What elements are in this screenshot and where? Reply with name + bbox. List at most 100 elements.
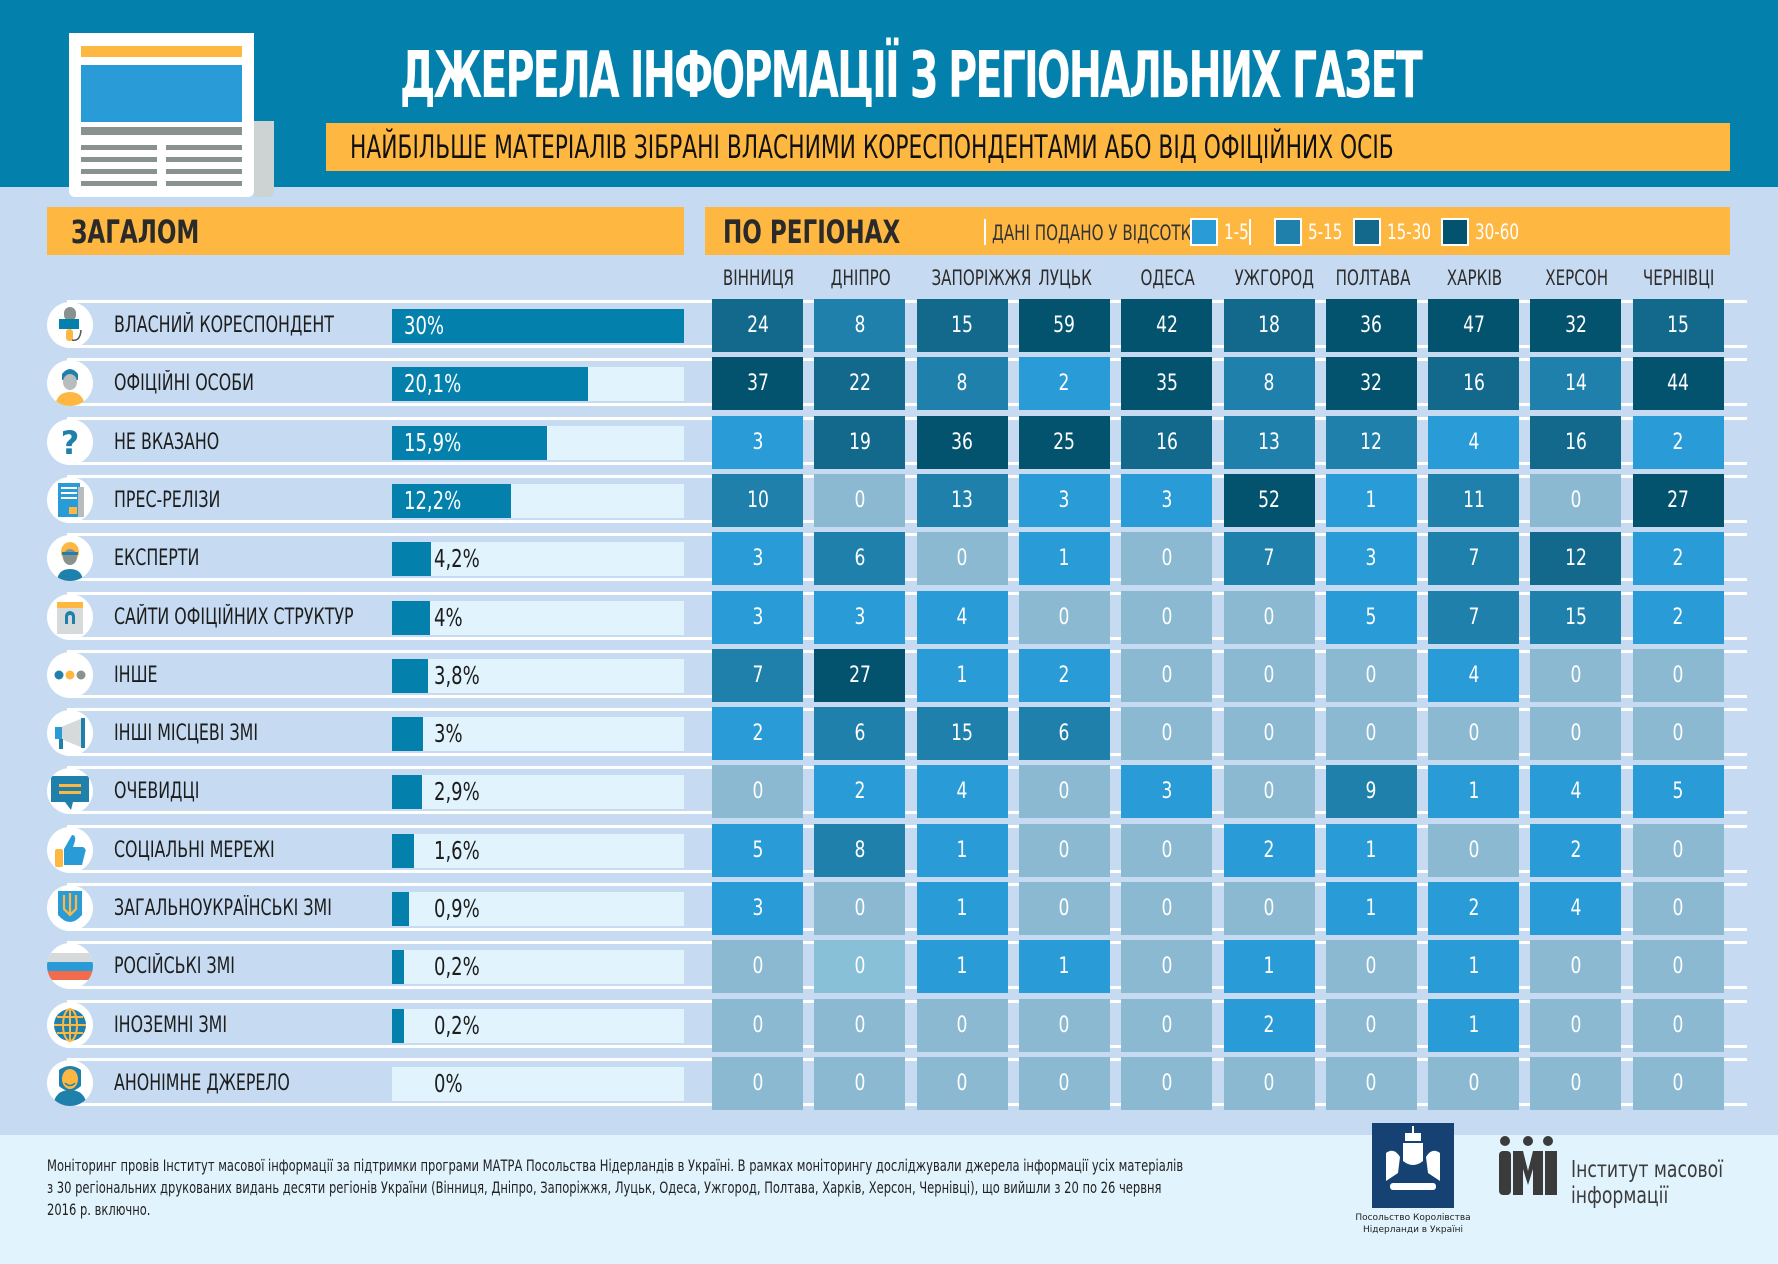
heatmap-cell: 0: [1632, 882, 1724, 935]
cell-value: 0: [854, 1012, 866, 1038]
cell-value: 3: [752, 429, 763, 455]
region-header-label: ЛУЦЬК: [1038, 266, 1092, 290]
megaphone-icon: [47, 710, 93, 757]
heatmap-cell: 1: [1325, 823, 1417, 877]
heatmap-cell: 0: [1121, 590, 1213, 644]
cell-value: 1: [1365, 487, 1377, 513]
heatmap-cell: 4: [1530, 765, 1622, 819]
heatmap-cell: 5: [712, 823, 803, 877]
cell-value: 0: [1570, 487, 1582, 513]
cell-value: 5: [1365, 604, 1377, 630]
bar-value-label: 0,9%: [434, 894, 480, 923]
legend-label: 15-30: [1387, 220, 1431, 244]
cell-value: 11: [1462, 487, 1485, 513]
heatmap-cell: 0: [1121, 940, 1213, 994]
cell-value: 13: [1258, 429, 1280, 455]
region-header-label: УЖГОРОД: [1233, 266, 1314, 290]
cell-value: 0: [1365, 1012, 1377, 1038]
heatmap-cell: 19: [814, 415, 906, 469]
region-header: ДНІПРО: [809, 266, 911, 290]
heatmap-cell: 52: [1223, 473, 1315, 527]
cell-value: 0: [1672, 1070, 1684, 1096]
heatmap-cell: 0: [1121, 648, 1213, 702]
heatmap-cell: 8: [814, 823, 906, 877]
cell-value: 0: [1672, 954, 1684, 980]
heatmap-cell: 0: [1530, 648, 1622, 702]
heatmap-cell: 35: [1121, 357, 1213, 411]
cell-value: 3: [752, 604, 763, 630]
cell-value: 36: [951, 429, 974, 455]
heatmap-cell: 4: [1428, 415, 1520, 469]
cell-value: 2: [1058, 662, 1070, 688]
heatmap-cell: 0: [1121, 998, 1213, 1052]
cell-value: 0: [1161, 837, 1173, 863]
cell-value: 0: [1570, 1012, 1582, 1038]
bar-fill: [392, 658, 429, 693]
source-label: РОСІЙСЬКІ ЗМІ: [114, 954, 235, 980]
heatmap-cell: 0: [1632, 998, 1724, 1052]
heatmap-cell: 0: [916, 998, 1008, 1052]
heatmap-cell: 2: [712, 707, 803, 761]
heatmap-cell: 3: [712, 882, 803, 935]
cell-value: 44: [1667, 371, 1690, 397]
cell-value: 7: [1263, 546, 1275, 572]
heatmap-cell: 0: [1223, 765, 1315, 819]
region-header-label: ОДЕСА: [1140, 266, 1195, 290]
cell-value: 1: [956, 662, 968, 688]
heatmap-cell: 59: [1018, 299, 1110, 352]
region-header: УЖГОРОД: [1219, 266, 1321, 290]
cell-value: 7: [1468, 604, 1480, 630]
cell-value: 0: [1161, 604, 1173, 630]
cell-value: 47: [1462, 313, 1485, 338]
cell-value: 16: [1564, 429, 1587, 455]
overall-section-header: ЗАГАЛОМ: [47, 207, 684, 255]
cell-value: 10: [746, 487, 769, 513]
cell-value: 6: [854, 721, 866, 747]
cell-value: 2: [1672, 546, 1684, 572]
cell-value: 8: [956, 371, 968, 397]
heatmap-cell: 3: [1325, 532, 1417, 586]
cell-value: 9: [1365, 779, 1377, 805]
bar-track: 30%: [392, 309, 684, 343]
heatmap-cell: 2: [1632, 415, 1724, 469]
cell-value: 3: [752, 546, 763, 572]
bar-fill: [392, 483, 511, 518]
heatmap-cell: 0: [1632, 648, 1724, 702]
bar-fill: [392, 833, 414, 868]
cell-value: 0: [956, 546, 968, 572]
heatmap-cell: 13: [1223, 415, 1315, 469]
heatmap-cell: 0: [1428, 1056, 1520, 1110]
bar-fill: [392, 775, 423, 810]
bar-track: 15,9%: [392, 425, 684, 460]
cell-value: 13: [951, 487, 974, 513]
cell-value: 1: [1468, 954, 1480, 980]
bar-fill: [392, 950, 405, 985]
cell-value: 59: [1053, 313, 1076, 338]
cell-value: 2: [1058, 371, 1070, 397]
heatmap-cell: 1: [1018, 940, 1110, 994]
heatmap-cell: 0: [1223, 590, 1315, 644]
cell-value: 0: [1468, 1070, 1480, 1096]
cell-value: 4: [1570, 896, 1582, 921]
heatmap-cell: 16: [1428, 357, 1520, 411]
heatmap-cell: 7: [1223, 532, 1315, 586]
cell-value: 2: [1263, 837, 1275, 863]
heatmap-cell: 2: [1223, 998, 1315, 1052]
regions-title: ПО РЕГІОНАХ: [723, 213, 901, 251]
cell-value: 0: [1570, 721, 1582, 747]
bar-track: 0%: [392, 1066, 684, 1101]
heatmap-cell: 3: [1121, 473, 1213, 527]
source-label: ІНШІ МІСЦЕВІ ЗМІ: [114, 721, 258, 747]
cell-value: 3: [1161, 779, 1173, 805]
question-mark-icon: ?: [47, 418, 93, 465]
heatmap-cell: 0: [814, 998, 906, 1052]
heatmap-cell: 0: [1121, 823, 1213, 877]
region-header: ЗАПОРІЖЖЯ: [912, 266, 1031, 290]
cell-value: 0: [1672, 662, 1684, 688]
bar-value-label: 20,1%: [404, 369, 462, 399]
heatmap-cell: 3: [712, 532, 803, 586]
heatmap-cell: 6: [814, 532, 906, 586]
heatmap-cell: 8: [1223, 357, 1315, 411]
heatmap-cell: 1: [1428, 765, 1520, 819]
cell-value: 0: [1161, 662, 1173, 688]
